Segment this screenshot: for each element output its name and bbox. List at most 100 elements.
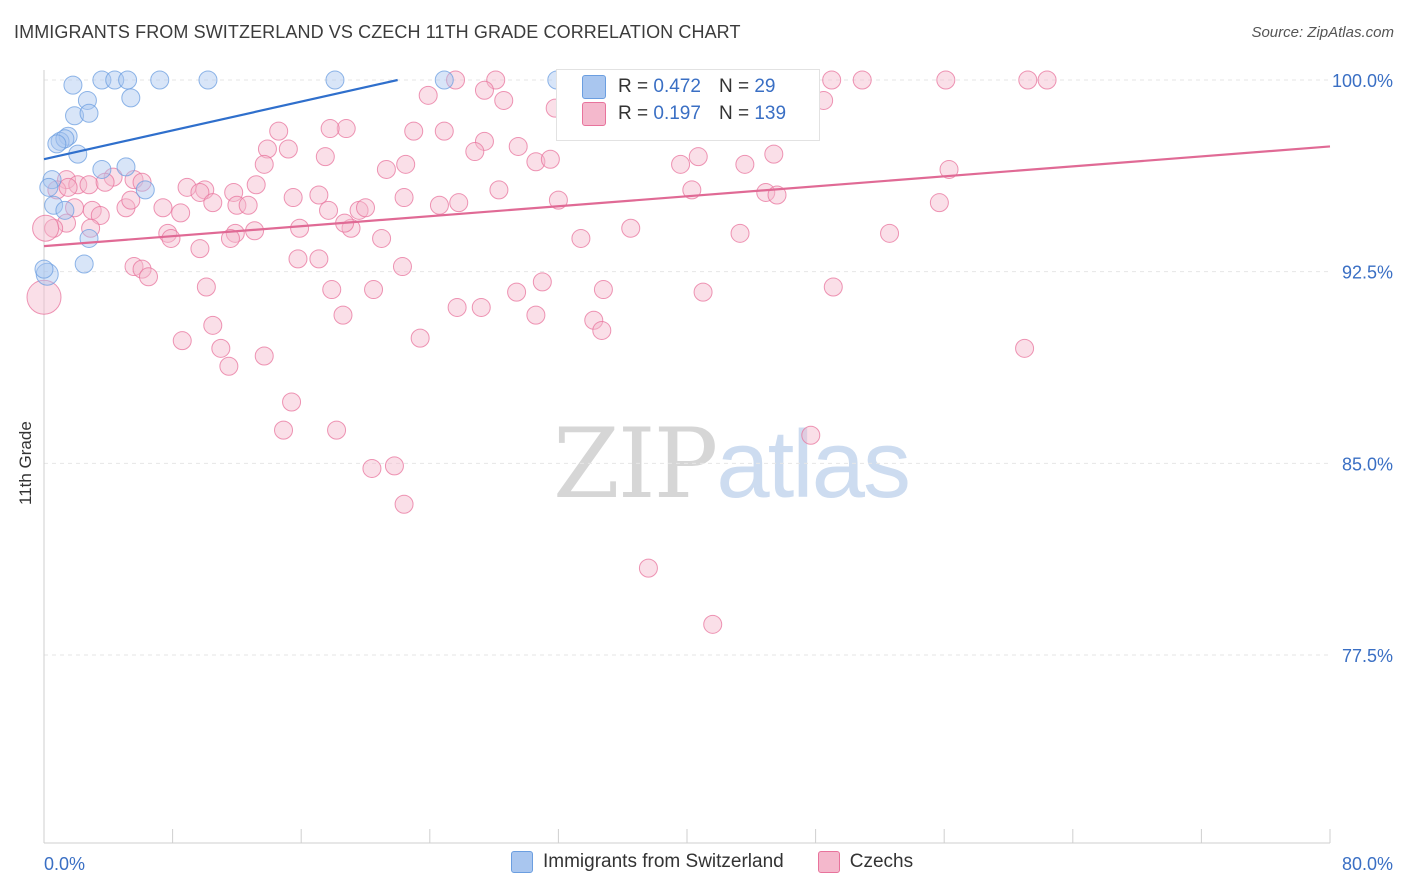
watermark: ZIPatlas — [553, 408, 911, 520]
chart-title: IMMIGRANTS FROM SWITZERLAND VS CZECH 11T… — [14, 22, 741, 42]
switzerland-point — [434, 70, 454, 90]
czechs-point — [269, 121, 289, 141]
inset-legend-row-czechs: R = 0.197 N = 139 — [582, 101, 786, 127]
switzerland-point — [150, 70, 170, 90]
czechs-point — [124, 257, 144, 277]
czechs-point — [190, 182, 210, 202]
r-label: R = — [618, 103, 649, 124]
czechs-point — [526, 152, 546, 172]
czechs-point — [58, 177, 78, 197]
czechs-point — [801, 425, 821, 445]
czechs-point — [320, 119, 340, 139]
czechs-point — [362, 458, 382, 478]
czechs-trend-line — [43, 145, 1331, 248]
switzerland-legend-swatch — [511, 851, 533, 873]
czechs-point — [161, 228, 181, 248]
y-tick-label: 92.5% — [1342, 263, 1393, 283]
bottom-legend: Immigrants from Switzerland Czechs — [511, 851, 947, 873]
y-tick-label: 85.0% — [1342, 454, 1393, 474]
czechs-point — [823, 277, 843, 297]
switzerland-point — [121, 88, 141, 108]
czechs-point — [507, 282, 527, 302]
switzerland-point — [65, 106, 85, 126]
czechs-point — [81, 218, 101, 238]
czechs-point — [47, 180, 67, 200]
inset-legend-row-switzerland: R = 0.472 N = 29 — [582, 74, 775, 100]
legend-label-czechs: Czechs — [849, 851, 914, 872]
czechs-point — [584, 310, 604, 330]
czechs-point — [121, 190, 141, 210]
czechs-point — [688, 147, 708, 167]
n-value: 29 — [754, 76, 776, 97]
n-label: N = — [718, 103, 750, 124]
czechs-point — [764, 144, 784, 164]
czechs-point — [394, 494, 414, 514]
czechs-point — [196, 277, 216, 297]
czechs-point — [246, 175, 266, 195]
czechs-point — [238, 195, 258, 215]
switzerland-swatch — [582, 75, 606, 99]
switzerland-point — [118, 70, 138, 90]
czechs-point — [283, 188, 303, 208]
r-label: R = — [618, 76, 649, 97]
czechs-point — [278, 139, 298, 159]
czechs-point — [220, 228, 240, 248]
czechs-point — [392, 257, 412, 277]
czechs-point — [254, 346, 274, 366]
czechs-legend-swatch — [817, 851, 840, 873]
czechs-point — [138, 267, 158, 287]
czechs-point — [282, 392, 302, 412]
czechs-point — [936, 70, 956, 90]
czechs-point — [356, 198, 375, 218]
czechs-point — [735, 154, 755, 174]
switzerland-point — [34, 259, 54, 279]
tick-labels: 77.5% 85.0% 92.5% 100.0% 0.0% 80.0% — [44, 71, 1393, 874]
legend-item-switzerland[interactable]: Immigrants from Switzerland — [511, 851, 784, 873]
czechs-point — [319, 200, 339, 220]
inset-legend: R = 0.472 N = 29 R = 0.197 N = 139 — [556, 69, 820, 141]
y-axis-label: 11th Grade — [16, 421, 35, 505]
czechs-point — [274, 420, 294, 440]
czechs-point — [671, 154, 691, 174]
legend-item-czechs[interactable]: Czechs — [817, 851, 914, 873]
switzerland-point — [39, 177, 59, 197]
czechs-point — [429, 195, 449, 215]
switzerland-point — [135, 180, 155, 200]
czechs-point — [203, 193, 223, 213]
czechs-point — [288, 249, 308, 269]
czechs-point — [376, 159, 396, 179]
czechs-point — [939, 159, 959, 179]
czechs-point — [592, 320, 612, 340]
czechs-point — [621, 218, 641, 238]
czechs-point — [132, 172, 152, 192]
r-value: 0.472 — [653, 76, 701, 97]
switzerland-point — [198, 70, 218, 90]
czechs-point — [508, 136, 528, 156]
y-tick-label: 77.5% — [1342, 646, 1393, 666]
switzerland-point — [116, 157, 136, 177]
czechs-point — [471, 297, 491, 317]
czechs-point — [474, 131, 494, 151]
x-tick-label: 80.0% — [1342, 854, 1393, 874]
legend-label-switzerland: Immigrants from Switzerland — [543, 851, 784, 872]
czechs-point — [322, 280, 342, 300]
czechs-point — [290, 218, 310, 238]
czechs-point — [494, 90, 514, 110]
czechs-point — [404, 121, 424, 141]
czechs-point — [203, 315, 223, 335]
czechs-point — [26, 279, 62, 315]
czechs-point — [693, 282, 713, 302]
x-tick-label: 0.0% — [44, 854, 85, 874]
czechs-point — [756, 182, 776, 202]
czechs-point — [90, 205, 110, 225]
switzerland-point — [42, 170, 62, 190]
czechs-point — [593, 280, 613, 300]
czechs-point — [418, 85, 438, 105]
czechs-point — [682, 180, 702, 200]
czechs-point — [227, 195, 247, 215]
czechs-point — [1037, 70, 1057, 90]
czechs-point — [257, 139, 277, 159]
switzerland-trend-line — [43, 78, 398, 161]
czechs-point — [172, 331, 192, 351]
